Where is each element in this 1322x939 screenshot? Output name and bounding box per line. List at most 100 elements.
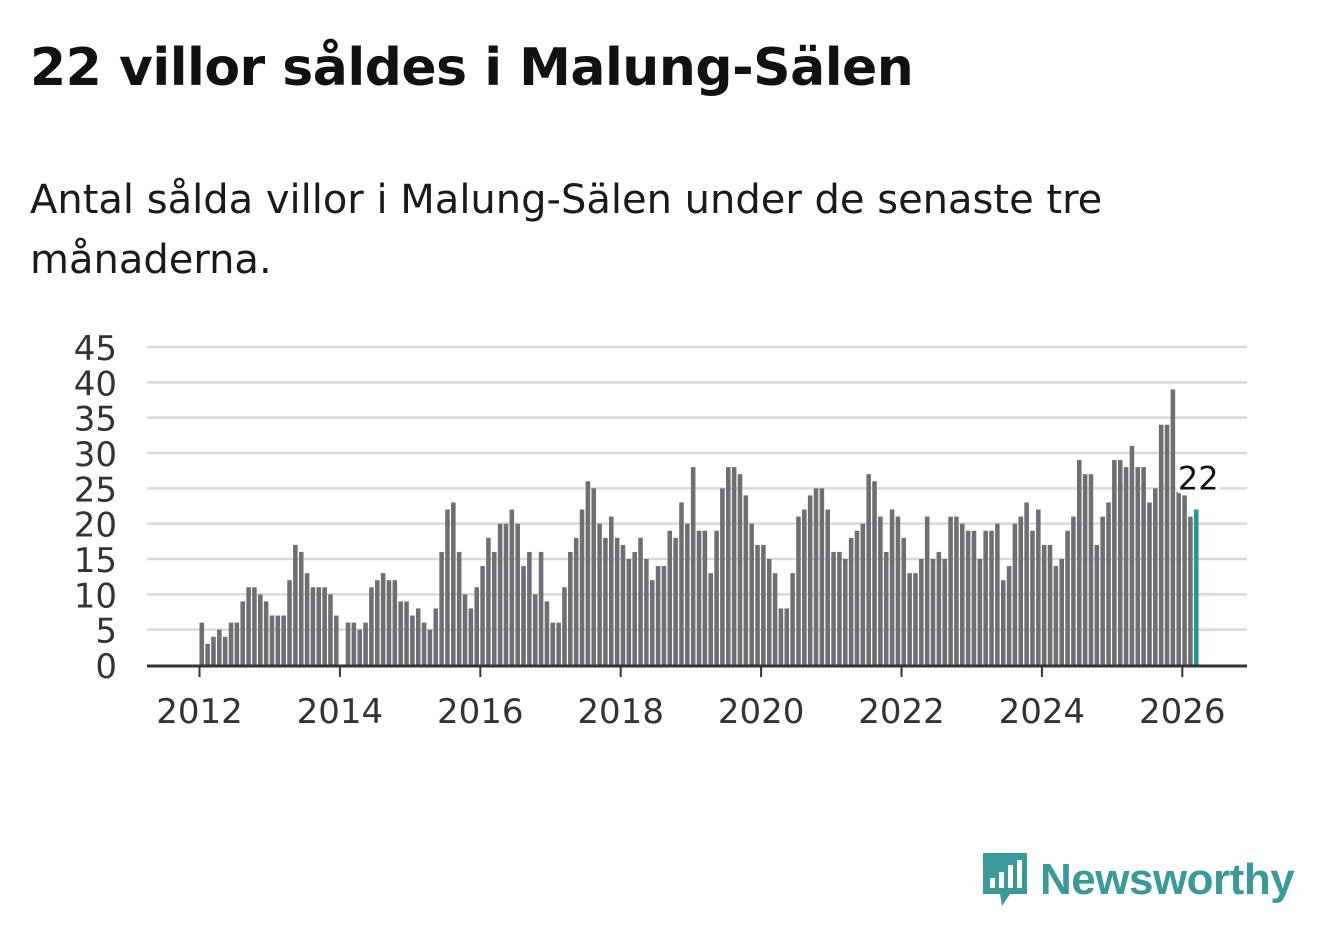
y-tick-label: 10 — [74, 576, 117, 616]
bar — [217, 629, 222, 665]
bar — [550, 622, 556, 665]
bar — [813, 488, 819, 665]
x-tick-label: 2012 — [156, 692, 243, 732]
bar — [960, 523, 965, 665]
bar — [837, 551, 842, 665]
bar — [755, 544, 760, 665]
bar — [1088, 474, 1094, 665]
bar — [480, 566, 485, 665]
bar — [983, 530, 988, 665]
bar — [819, 488, 825, 665]
bar — [1141, 467, 1146, 665]
bar — [1094, 544, 1100, 665]
bar — [205, 643, 210, 665]
bar — [802, 509, 807, 665]
bar — [743, 495, 749, 665]
bar — [708, 573, 713, 665]
x-tick-label: 2018 — [577, 692, 664, 732]
bar — [854, 530, 860, 665]
bar — [462, 594, 468, 665]
bar — [848, 537, 854, 665]
bar — [1135, 467, 1141, 665]
bar — [515, 523, 520, 665]
x-tick-label: 2022 — [858, 692, 945, 732]
bar — [895, 516, 901, 665]
bar — [591, 488, 596, 665]
bar — [544, 601, 550, 665]
bar — [930, 559, 936, 665]
bar — [445, 509, 450, 665]
bar — [679, 502, 684, 665]
bar — [334, 615, 339, 665]
bar — [568, 551, 573, 665]
bar — [749, 523, 754, 665]
bar — [696, 530, 702, 665]
bar — [661, 566, 667, 665]
y-tick-label: 40 — [74, 364, 117, 404]
bar — [924, 516, 930, 665]
bar — [527, 551, 532, 665]
bar — [737, 474, 743, 665]
bar — [410, 615, 415, 665]
y-tick-label: 20 — [74, 506, 117, 546]
y-tick-label: 15 — [74, 541, 117, 581]
bar — [702, 530, 708, 665]
bar — [989, 530, 994, 665]
bar — [667, 530, 673, 665]
bar — [1047, 544, 1053, 665]
bar — [784, 608, 790, 665]
bar — [293, 544, 298, 665]
bar — [1164, 424, 1170, 665]
bar — [644, 559, 649, 665]
bar — [199, 622, 205, 665]
bar — [948, 516, 953, 665]
bar — [1182, 495, 1187, 665]
y-tick-label: 35 — [74, 400, 117, 440]
x-tick-label: 2014 — [297, 692, 384, 732]
bar — [246, 587, 251, 665]
bar — [685, 523, 690, 665]
bar — [579, 509, 585, 665]
bar-highlight — [1194, 509, 1199, 665]
bar — [1030, 530, 1035, 665]
bar — [492, 551, 497, 665]
bar — [673, 537, 678, 665]
bar — [883, 551, 889, 665]
bar — [427, 629, 433, 665]
bar — [609, 516, 614, 665]
bar — [228, 622, 234, 665]
bar — [415, 608, 421, 665]
bar — [626, 559, 632, 665]
bar — [907, 573, 912, 665]
bar — [971, 530, 977, 665]
bar — [597, 523, 602, 665]
bar — [1176, 488, 1181, 665]
bar — [263, 601, 269, 665]
bar — [375, 580, 380, 665]
bar — [1123, 467, 1129, 665]
bar — [468, 608, 474, 665]
annotation: 22 — [1174, 456, 1223, 502]
bar — [995, 523, 1000, 665]
bar — [1100, 516, 1105, 665]
y-tick-label: 5 — [95, 612, 117, 652]
y-tick-label: 45 — [74, 329, 117, 369]
bar — [872, 481, 877, 665]
bar — [690, 467, 696, 665]
bar — [790, 573, 795, 665]
bar — [222, 636, 228, 665]
logo-text: Newsworthy — [1040, 855, 1295, 904]
bar — [878, 516, 883, 665]
bar — [796, 516, 801, 665]
bar — [919, 559, 924, 665]
bar — [614, 537, 620, 665]
bar — [603, 537, 608, 665]
bar — [1012, 523, 1018, 665]
bar — [720, 488, 725, 665]
bar — [731, 467, 737, 665]
bar — [404, 601, 409, 665]
bar — [287, 580, 292, 665]
bar — [772, 573, 778, 665]
bar — [357, 629, 362, 665]
